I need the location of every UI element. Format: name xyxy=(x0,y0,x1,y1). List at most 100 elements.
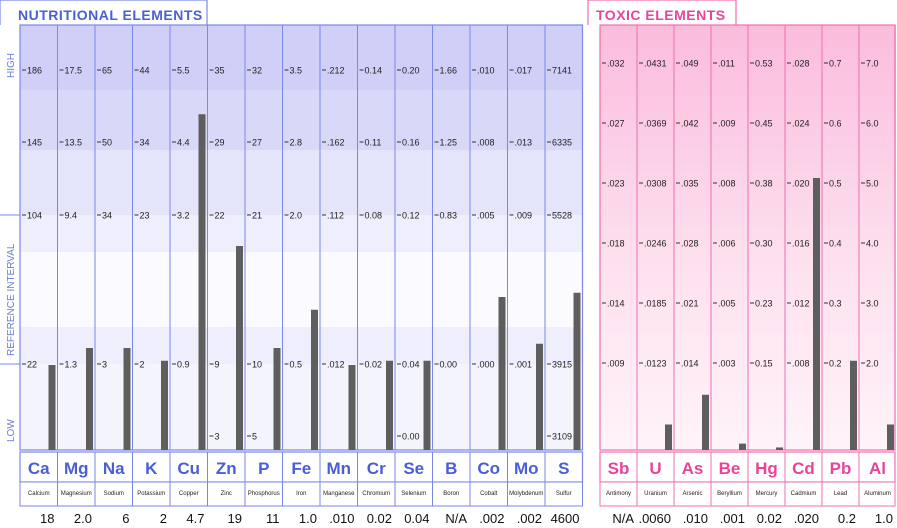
element-value: .002 xyxy=(479,511,504,526)
scale-label: 29 xyxy=(215,138,225,148)
element-symbol: Cd xyxy=(792,459,815,478)
element-name: Mercury xyxy=(756,491,778,497)
element-name: Arsenic xyxy=(682,491,702,497)
bar-cd xyxy=(813,178,820,450)
element-value: .002 xyxy=(517,511,542,526)
scale-label: .162 xyxy=(327,138,345,148)
scale-label: 0.4 xyxy=(829,239,842,249)
scale-label: 13.5 xyxy=(65,138,83,148)
element-name: Boron xyxy=(443,491,459,497)
scale-label: 0.00 xyxy=(440,360,458,370)
element-symbol: B xyxy=(445,459,457,478)
scale-label: 5528 xyxy=(552,211,572,221)
scale-label: 0.53 xyxy=(755,59,773,69)
element-symbol: Mn xyxy=(326,459,351,478)
scale-label: 0.08 xyxy=(365,211,383,221)
element-symbol: Na xyxy=(103,459,125,478)
scale-label: .0369 xyxy=(644,119,667,129)
element-name: Uranium xyxy=(644,491,667,497)
scale-label: .008 xyxy=(718,179,736,189)
element-symbol: Mg xyxy=(64,459,89,478)
band-high-3 xyxy=(20,150,583,215)
scale-label: 3915 xyxy=(552,360,572,370)
element-value: N/A xyxy=(445,511,467,526)
element-value: 4.7 xyxy=(186,511,204,526)
element-name: Aluminum xyxy=(864,491,891,497)
element-value: 6 xyxy=(122,511,129,526)
element-name: Lead xyxy=(834,491,847,497)
scale-label: .028 xyxy=(681,239,699,249)
element-name: Copper xyxy=(179,491,199,497)
element-value: 0.04 xyxy=(404,511,429,526)
element-value: 11 xyxy=(266,511,280,526)
bar-hg xyxy=(776,447,783,450)
scale-label: 0.14 xyxy=(365,66,383,76)
scale-label: .010 xyxy=(477,66,495,76)
scale-label: .017 xyxy=(515,66,533,76)
scale-label: .012 xyxy=(792,299,810,309)
scale-label: 1.3 xyxy=(65,360,78,370)
bar-be xyxy=(739,443,746,450)
scale-label: .011 xyxy=(718,59,735,69)
scale-label: 6335 xyxy=(552,138,572,148)
scale-label: .014 xyxy=(681,359,699,369)
scale-label: 2.0 xyxy=(866,359,879,369)
bar-mo xyxy=(536,343,543,450)
element-value: .010 xyxy=(683,511,708,526)
scale-label: 0.83 xyxy=(440,211,458,221)
scale-label: 7141 xyxy=(552,66,572,76)
element-symbol: Mo xyxy=(514,459,539,478)
scale-label: 0.7 xyxy=(829,59,842,69)
scale-label: 3.5 xyxy=(290,66,303,76)
bar-cr xyxy=(386,360,393,450)
scale-label: 145 xyxy=(27,138,42,148)
scale-label: .009 xyxy=(607,359,625,369)
element-symbol: P xyxy=(258,459,269,478)
bar-mn xyxy=(348,365,356,450)
element-value: 19 xyxy=(228,511,242,526)
element-name: Sodium xyxy=(104,491,124,497)
side-label-reference-interval: REFERENCE INTERVAL xyxy=(6,243,17,356)
scale-label: .018 xyxy=(607,239,625,249)
scale-label: .009 xyxy=(515,211,533,221)
element-symbol: As xyxy=(682,459,704,478)
band-ref-1 xyxy=(20,215,583,252)
scale-label: .042 xyxy=(681,119,699,129)
side-label-high: HIGH xyxy=(6,53,17,78)
element-name: Potassium xyxy=(137,491,165,497)
scale-label: 9 xyxy=(215,360,220,370)
bar-s xyxy=(573,292,581,450)
scale-label: .001 xyxy=(515,360,533,370)
nutritional-title: NUTRITIONAL ELEMENTS xyxy=(18,7,203,23)
element-name: Iron xyxy=(296,491,306,497)
scale-label: 104 xyxy=(27,211,42,221)
element-symbol: Al xyxy=(869,459,886,478)
element-symbol: Pb xyxy=(830,459,852,478)
scale-label: .020 xyxy=(792,179,810,189)
element-name: Cadmium xyxy=(791,491,817,497)
scale-label: 0.45 xyxy=(755,119,773,129)
scale-label: 5 xyxy=(252,432,257,442)
scale-label: 1.25 xyxy=(440,138,458,148)
scale-label: 0.5 xyxy=(829,179,842,189)
element-name: Magnesium xyxy=(61,491,92,497)
scale-label: .005 xyxy=(718,299,736,309)
element-name: Zinc xyxy=(221,491,232,497)
scale-label: 0.5 xyxy=(290,360,303,370)
band-low xyxy=(20,364,583,450)
scale-label: 2.0 xyxy=(290,211,303,221)
scale-label: 2.8 xyxy=(290,138,303,148)
bar-cu xyxy=(198,114,206,450)
element-name: Chromium xyxy=(362,491,390,497)
nutritional-frame xyxy=(19,24,584,451)
element-symbol: Sb xyxy=(608,459,630,478)
band-ref-2 xyxy=(20,252,583,327)
scale-label: 34 xyxy=(102,211,112,221)
scale-label: .0246 xyxy=(644,239,667,249)
element-name: Cobalt xyxy=(480,491,498,497)
scale-label: .027 xyxy=(607,119,625,129)
element-symbol: U xyxy=(649,459,661,478)
scale-label: .008 xyxy=(792,359,810,369)
scale-label: .014 xyxy=(607,299,625,309)
